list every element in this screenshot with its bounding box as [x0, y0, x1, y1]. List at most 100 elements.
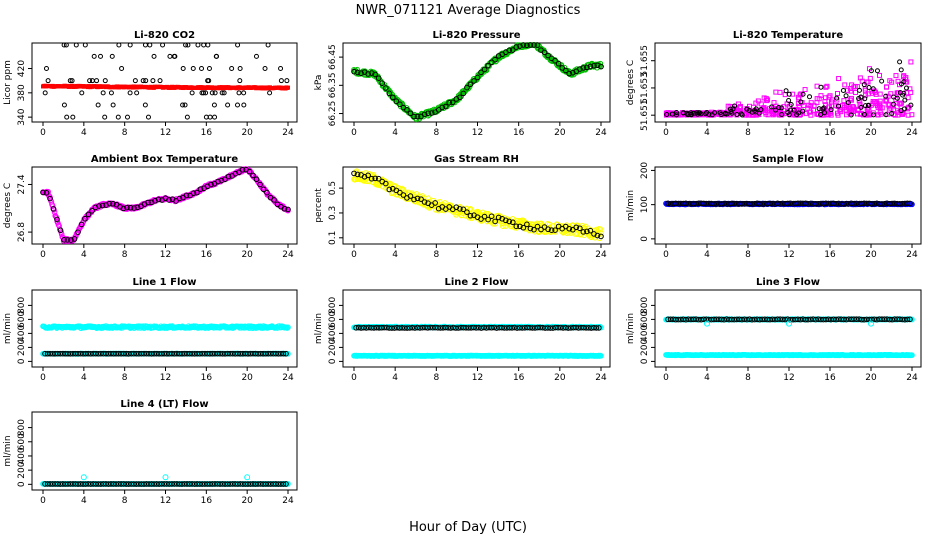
data-point [506, 47, 513, 54]
data-point [531, 42, 537, 48]
data-point [134, 90, 140, 96]
data-point [584, 64, 590, 71]
data-point [142, 42, 148, 48]
data-point [800, 108, 806, 114]
data-point [796, 110, 802, 116]
data-point [776, 105, 782, 111]
data-point [103, 202, 109, 208]
data-point [524, 42, 530, 49]
data-point [796, 103, 802, 109]
x-tick-label: 20 [865, 250, 877, 260]
x-tick-label: 0 [663, 250, 669, 260]
data-point [99, 202, 106, 209]
x-tick-label: 24 [595, 128, 607, 138]
data-point [791, 107, 797, 113]
data-point [157, 78, 163, 84]
data-point [703, 111, 709, 117]
data-point [351, 68, 357, 75]
data-point [545, 52, 551, 59]
x-tick-label: 24 [906, 373, 918, 383]
x-tick-label: 24 [282, 128, 294, 138]
data-point [222, 176, 228, 183]
data-point [664, 111, 670, 117]
series-points [351, 42, 604, 120]
y-tick-label: 800 [328, 297, 338, 314]
y-tick-label: 0.1 [328, 231, 338, 245]
data-point [594, 232, 601, 239]
y-tick-label: 800 [17, 297, 27, 314]
series-average-high [40, 323, 291, 331]
data-point [577, 66, 583, 72]
data-point [253, 53, 259, 59]
data-point [69, 78, 75, 84]
data-point [271, 197, 277, 203]
x-tick-label: 16 [824, 373, 836, 383]
data-point [753, 109, 759, 115]
data-point [897, 101, 903, 107]
data-point [531, 226, 537, 233]
data-point [197, 186, 204, 192]
x-tick-label: 20 [241, 128, 253, 138]
data-point [903, 75, 909, 81]
data-point [183, 42, 189, 48]
data-point [580, 229, 587, 235]
data-point [520, 42, 527, 48]
data-point [862, 111, 868, 117]
data-point [845, 100, 851, 106]
data-point [206, 66, 212, 72]
data-point [400, 192, 407, 198]
y-tick-label: 51.651 [640, 99, 650, 131]
data-point [862, 96, 868, 102]
data-point [793, 106, 799, 112]
data-point [769, 104, 775, 110]
data-point [108, 90, 114, 96]
data-point [593, 226, 600, 233]
data-point [209, 90, 215, 96]
data-point [237, 78, 243, 84]
data-point [673, 110, 679, 116]
y-tick-label: 66.35 [328, 72, 338, 98]
data-point [763, 96, 769, 102]
data-point [127, 204, 134, 211]
data-point [40, 189, 46, 196]
x-tick-label: 12 [472, 373, 483, 383]
panel-frame [654, 166, 922, 245]
data-point [143, 78, 149, 84]
data-point [527, 42, 534, 48]
x-tick-label: 12 [472, 128, 483, 138]
y-axis-label: percent [314, 188, 324, 223]
data-point [858, 94, 864, 100]
data-point [746, 107, 752, 113]
x-tick-label: 4 [392, 250, 398, 260]
data-point [54, 216, 60, 223]
data-point [838, 109, 844, 115]
data-point [182, 102, 188, 108]
data-point [495, 214, 502, 221]
data-point [853, 89, 859, 95]
x-tick-label: 20 [865, 128, 877, 138]
data-point [145, 114, 151, 120]
data-point [834, 91, 840, 97]
data-point [96, 203, 102, 209]
x-tick-label: 8 [745, 373, 751, 383]
data-point [734, 112, 740, 118]
data-point [393, 98, 400, 105]
panel-title: Line 3 Flow [756, 277, 820, 288]
data-point [414, 195, 421, 202]
data-point [858, 104, 864, 110]
data-point [897, 59, 903, 65]
data-point [250, 172, 256, 179]
data-point [509, 47, 516, 53]
data-point [134, 204, 141, 211]
x-tick-label: 16 [513, 373, 525, 383]
data-point [116, 42, 122, 48]
data-point [91, 53, 97, 59]
data-point [867, 112, 873, 118]
data-point [446, 99, 453, 106]
data-point [744, 106, 750, 112]
data-point [573, 224, 580, 231]
x-tick-label: 8 [745, 250, 751, 260]
data-point [903, 85, 909, 91]
data-point [893, 73, 899, 79]
